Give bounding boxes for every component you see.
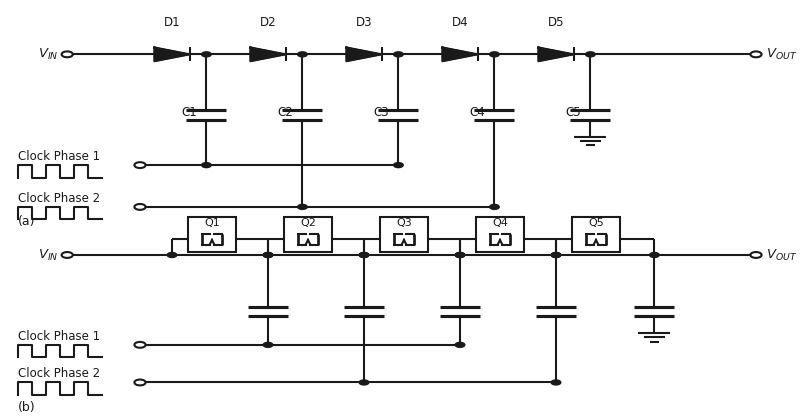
- Circle shape: [263, 252, 273, 257]
- Circle shape: [167, 252, 177, 257]
- Circle shape: [202, 52, 211, 57]
- Text: C4: C4: [469, 106, 485, 120]
- Circle shape: [490, 204, 499, 209]
- Text: C3: C3: [373, 106, 389, 120]
- Bar: [572, 217, 620, 252]
- Circle shape: [62, 51, 73, 57]
- Text: Q3: Q3: [396, 218, 412, 228]
- Circle shape: [650, 252, 659, 257]
- Text: Clock Phase 1: Clock Phase 1: [18, 330, 100, 343]
- Circle shape: [586, 52, 595, 57]
- Circle shape: [455, 252, 465, 257]
- Text: Q5: Q5: [588, 218, 604, 228]
- Text: C2: C2: [277, 106, 293, 120]
- Circle shape: [134, 162, 146, 168]
- Circle shape: [551, 252, 561, 257]
- Text: $V_{OUT}$: $V_{OUT}$: [766, 47, 797, 62]
- Circle shape: [62, 252, 73, 258]
- Circle shape: [750, 51, 762, 57]
- Text: $V_{OUT}$: $V_{OUT}$: [766, 247, 797, 263]
- Text: D2: D2: [260, 16, 276, 29]
- Circle shape: [455, 342, 465, 347]
- Circle shape: [359, 252, 369, 257]
- Text: Q4: Q4: [492, 218, 508, 228]
- Text: D5: D5: [548, 16, 564, 29]
- Text: Clock Phase 1: Clock Phase 1: [18, 150, 100, 163]
- Bar: [380, 217, 428, 252]
- Circle shape: [134, 380, 146, 385]
- Circle shape: [750, 252, 762, 258]
- Circle shape: [263, 342, 273, 347]
- Circle shape: [359, 380, 369, 385]
- Circle shape: [551, 380, 561, 385]
- Polygon shape: [250, 48, 286, 61]
- Text: $V_{IN}$: $V_{IN}$: [38, 247, 58, 263]
- Circle shape: [298, 204, 307, 209]
- Text: D3: D3: [356, 16, 372, 29]
- Bar: [284, 217, 332, 252]
- Bar: [188, 217, 236, 252]
- Polygon shape: [442, 48, 478, 61]
- Text: D4: D4: [452, 16, 468, 29]
- Circle shape: [359, 252, 369, 257]
- Text: Clock Phase 2: Clock Phase 2: [18, 367, 100, 380]
- Circle shape: [134, 342, 146, 348]
- Circle shape: [551, 252, 561, 257]
- Text: C1: C1: [181, 106, 197, 120]
- Polygon shape: [154, 48, 190, 61]
- Circle shape: [202, 163, 211, 168]
- Circle shape: [455, 252, 465, 257]
- Text: (a): (a): [18, 215, 35, 228]
- Text: $V_{IN}$: $V_{IN}$: [38, 47, 58, 62]
- Text: Q2: Q2: [300, 218, 316, 228]
- Circle shape: [394, 163, 403, 168]
- Text: C5: C5: [565, 106, 581, 120]
- Text: D1: D1: [164, 16, 180, 29]
- Circle shape: [134, 204, 146, 210]
- Circle shape: [298, 52, 307, 57]
- Text: Clock Phase 2: Clock Phase 2: [18, 192, 100, 205]
- Polygon shape: [346, 48, 382, 61]
- Circle shape: [263, 252, 273, 257]
- Polygon shape: [538, 48, 574, 61]
- Text: (b): (b): [18, 401, 35, 414]
- Circle shape: [394, 52, 403, 57]
- Circle shape: [490, 52, 499, 57]
- Bar: [476, 217, 524, 252]
- Text: Q1: Q1: [204, 218, 220, 228]
